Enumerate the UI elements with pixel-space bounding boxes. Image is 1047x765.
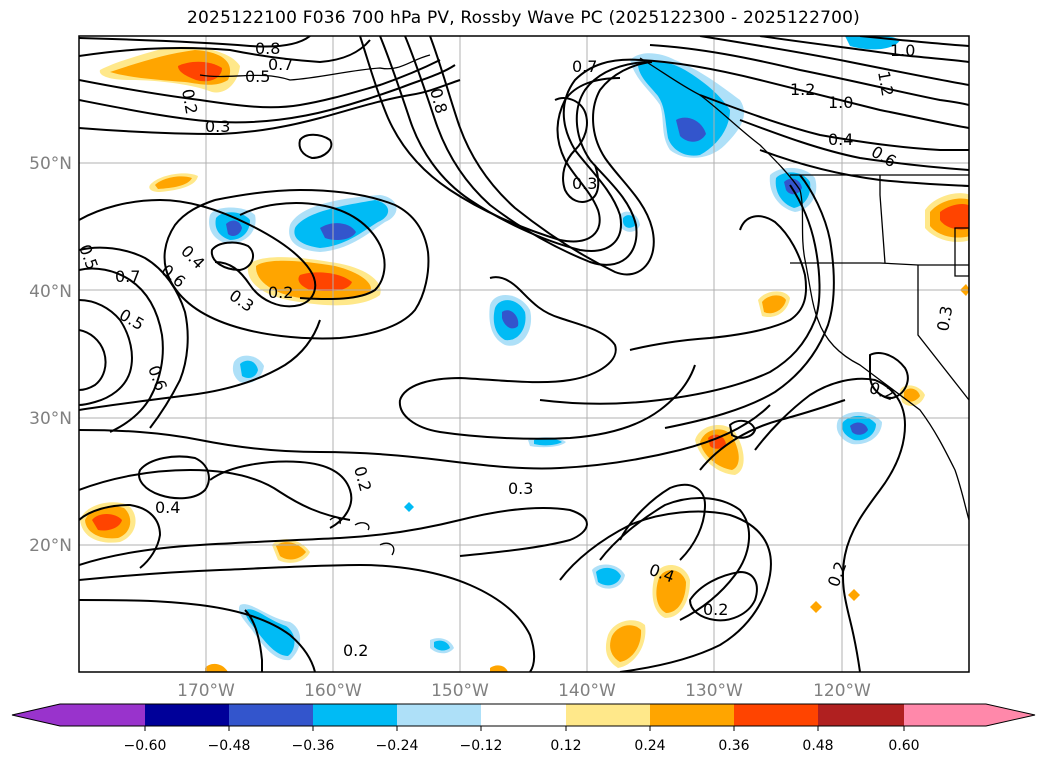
lon-label-170w: 170°W: [177, 681, 235, 701]
pv-contours: [79, 36, 969, 672]
contour-label: 0.7: [115, 267, 140, 286]
contour-label: 0.2: [343, 641, 368, 660]
lon-label-120w: 120°W: [813, 681, 871, 701]
colorbar-swatch: [145, 704, 229, 726]
colorbar-tick: 0.24: [634, 738, 665, 754]
lon-label-130w: 130°W: [685, 681, 743, 701]
colorbar-swatch: [229, 704, 313, 726]
colorbar-tick: 0.12: [550, 738, 581, 754]
contour-label: 0.3: [933, 304, 956, 332]
colorbar-swatch: [481, 704, 566, 726]
colorbar-tick: 0.60: [888, 738, 919, 754]
colorbar-tick: −0.12: [460, 738, 503, 754]
contour-label: 0.5: [245, 67, 270, 86]
latitude-labels: 20°N 30°N 40°N 50°N: [29, 154, 72, 556]
contour-label: 0.3: [572, 174, 597, 193]
lon-label-160w: 160°W: [304, 681, 362, 701]
contour-label: 0.8: [255, 39, 280, 58]
longitude-labels: 170°W 160°W 150°W 140°W 130°W 120°W: [177, 681, 871, 701]
contour-label: 0.2: [703, 600, 728, 619]
colorbar-extend-min: [12, 704, 60, 726]
lon-label-140w: 140°W: [558, 681, 616, 701]
map-panel: [78, 35, 970, 673]
contour-label: 0.7: [572, 57, 597, 76]
colorbar-swatch: [60, 704, 145, 726]
colorbar-tick: 0.48: [802, 738, 833, 754]
contour-label: 0.4: [828, 130, 853, 149]
colorbar-swatch: [313, 704, 397, 726]
graticule: [79, 36, 969, 672]
lat-label-30n: 30°N: [29, 409, 72, 429]
coastlines: [199, 54, 969, 556]
map-title: 2025122100 F036 700 hPa PV, Rossby Wave …: [187, 8, 860, 28]
contour-label: 0.3: [205, 117, 230, 136]
colorbar-tick: −0.48: [208, 738, 251, 754]
contour-label: 1.2: [790, 80, 815, 99]
contour-label: 1.0: [890, 41, 915, 60]
lon-label-150w: 150°W: [431, 681, 489, 701]
colorbar-swatch: [566, 704, 650, 726]
colorbar-tick: −0.36: [292, 738, 335, 754]
pv-anomaly-fills: [80, 36, 969, 672]
contour-label: 0.7: [268, 55, 293, 74]
colorbar-tick: 0.36: [718, 738, 749, 754]
lat-label-50n: 50°N: [29, 154, 72, 174]
contour-label: 0.3: [508, 479, 533, 498]
colorbar-swatch: [397, 704, 481, 726]
colorbar-swatch: [650, 704, 734, 726]
colorbar-extend-max: [986, 704, 1035, 726]
colorbar-tick: −0.24: [376, 738, 419, 754]
lat-label-20n: 20°N: [29, 536, 72, 556]
colorbar-swatch: [904, 704, 986, 726]
contour-label: 0.2: [178, 87, 201, 115]
lat-label-40n: 40°N: [29, 282, 72, 302]
contour-label: 0.4: [155, 498, 180, 517]
colorbar-swatch: [818, 704, 904, 726]
contour-label: 1.2: [874, 69, 897, 97]
colorbar-tick: −0.60: [124, 738, 167, 754]
colorbar: −0.60 −0.48 −0.36 −0.24 −0.12 0.12 0.24 …: [11, 703, 1036, 754]
contour-label: 1.0: [828, 93, 853, 112]
contour-label: 0.2: [268, 283, 293, 302]
colorbar-swatch: [734, 704, 818, 726]
